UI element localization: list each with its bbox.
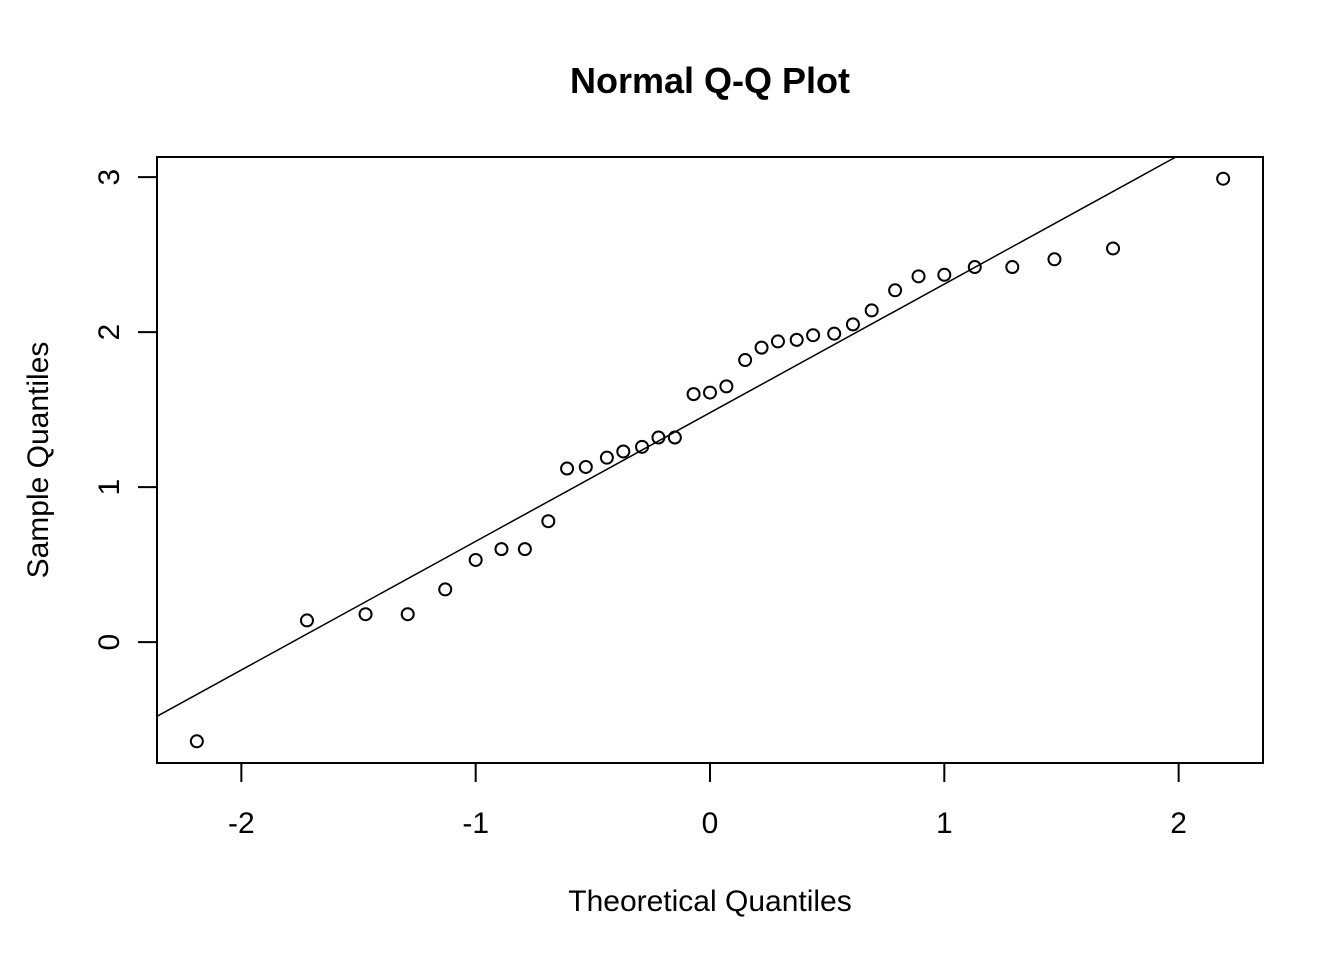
- data-point: [616, 444, 631, 459]
- y-tick-label: 0: [93, 634, 126, 651]
- x-tick-label: -1: [462, 807, 489, 840]
- data-point: [1216, 171, 1231, 186]
- data-point: [806, 328, 821, 343]
- data-point: [599, 450, 614, 465]
- data-point: [468, 552, 483, 567]
- data-point: [845, 317, 860, 332]
- data-point: [358, 607, 373, 622]
- chart-title: Normal Q-Q Plot: [570, 60, 850, 101]
- data-point: [864, 303, 879, 318]
- data-point: [1047, 252, 1062, 267]
- data-point: [517, 542, 532, 557]
- data-point: [770, 334, 785, 349]
- data-point: [651, 430, 666, 445]
- qq-reference-line: [156, 156, 1177, 717]
- data-point: [703, 385, 717, 400]
- data-point: [686, 387, 701, 402]
- y-tick-label: 2: [93, 324, 126, 341]
- data-point: [789, 332, 804, 347]
- data-point: [541, 514, 556, 529]
- data-point: [1106, 241, 1121, 256]
- x-tick-label: 0: [702, 807, 719, 840]
- data-point: [560, 461, 575, 476]
- data-point: [299, 613, 314, 628]
- data-point: [400, 607, 415, 622]
- y-tick-label: 3: [93, 169, 126, 186]
- data-point: [667, 430, 682, 445]
- data-point: [189, 734, 204, 749]
- x-tick-label: 1: [936, 807, 953, 840]
- data-point: [827, 326, 842, 341]
- x-tick-label: 2: [1170, 807, 1187, 840]
- data-point: [1005, 260, 1020, 275]
- data-point: [719, 379, 734, 394]
- y-axis: 0 1 2 3: [93, 169, 157, 651]
- y-tick-label: 1: [93, 479, 126, 496]
- x-tick-label: -2: [228, 807, 255, 840]
- data-point: [888, 283, 903, 298]
- data-point: [738, 353, 753, 368]
- plot-frame: [156, 156, 1264, 764]
- data-point: [754, 340, 769, 355]
- data-point: [578, 459, 593, 474]
- reference-line-layer: [156, 156, 1177, 717]
- data-point: [967, 260, 982, 275]
- y-axis-label: Sample Quantiles: [22, 342, 55, 579]
- data-point: [937, 267, 952, 282]
- data-point: [635, 439, 650, 454]
- data-point: [438, 582, 453, 597]
- x-axis: -2 -1 0 1 2: [228, 763, 1187, 840]
- x-axis-label: Theoretical Quantiles: [568, 885, 851, 918]
- data-point: [911, 269, 926, 284]
- data-point: [494, 542, 509, 557]
- points-layer: [189, 171, 1231, 749]
